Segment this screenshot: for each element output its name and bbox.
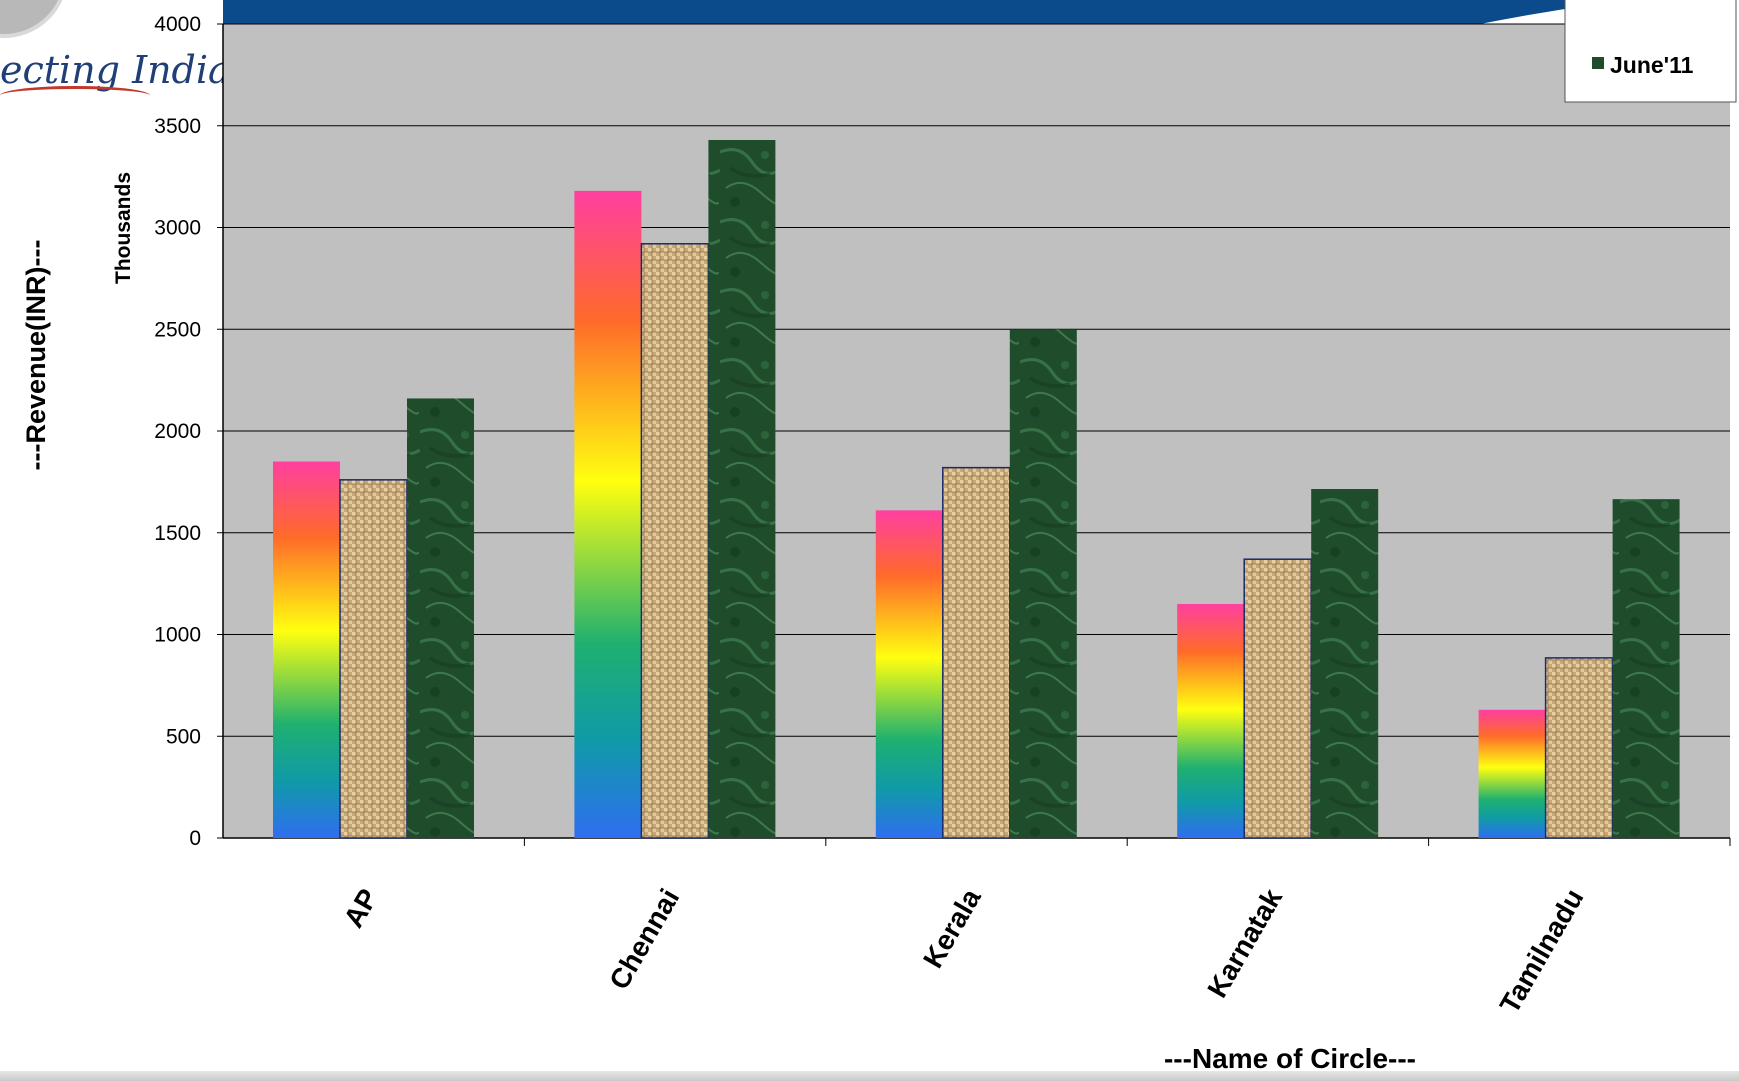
y-tick-label: 2500 [154,318,201,341]
y-tick-label: 1500 [154,522,201,545]
bar [942,466,1011,839]
x-tick-label: Chennai [603,884,685,995]
bar [1544,657,1614,839]
x-tick-label: AP [338,884,384,933]
y-tick-label: 1000 [154,624,201,647]
legend-label: June'11 [1610,52,1694,78]
x-tick-label: Karnatak [1201,883,1288,1003]
y-axis-title: ---Revenue(INR)--- [21,240,51,471]
bar [574,190,642,838]
x-tick-label: Tamilnadu [1494,884,1590,1019]
legend-box [1564,0,1737,103]
bar [1311,488,1379,838]
bar [273,461,340,838]
logo-tagline: ecting India [0,48,231,92]
bar [1009,329,1077,838]
x-axis-title: ---Name of Circle--- [1164,1043,1416,1074]
legend-swatch [1592,57,1604,69]
bar [339,479,408,839]
bar [1478,709,1546,838]
header-banner [223,0,1600,24]
y-tick-label: 3500 [154,115,201,138]
y-tick-label: 4000 [154,13,201,36]
bar [640,243,710,839]
y-tick-label: 2000 [154,420,201,443]
y-tick-label: 500 [166,725,201,748]
bar [875,510,943,838]
x-tick-label: Kerala [917,883,987,973]
logo-swoosh [0,86,150,105]
y-tick-label: 0 [189,827,201,850]
y-unit-label: Thousands [112,172,135,284]
bar [407,398,474,838]
bar [708,139,776,838]
bar [1243,558,1312,839]
bar [1177,603,1245,838]
footer-strip [0,1071,1739,1081]
y-tick-label: 3000 [154,217,201,240]
bar [1612,499,1680,838]
